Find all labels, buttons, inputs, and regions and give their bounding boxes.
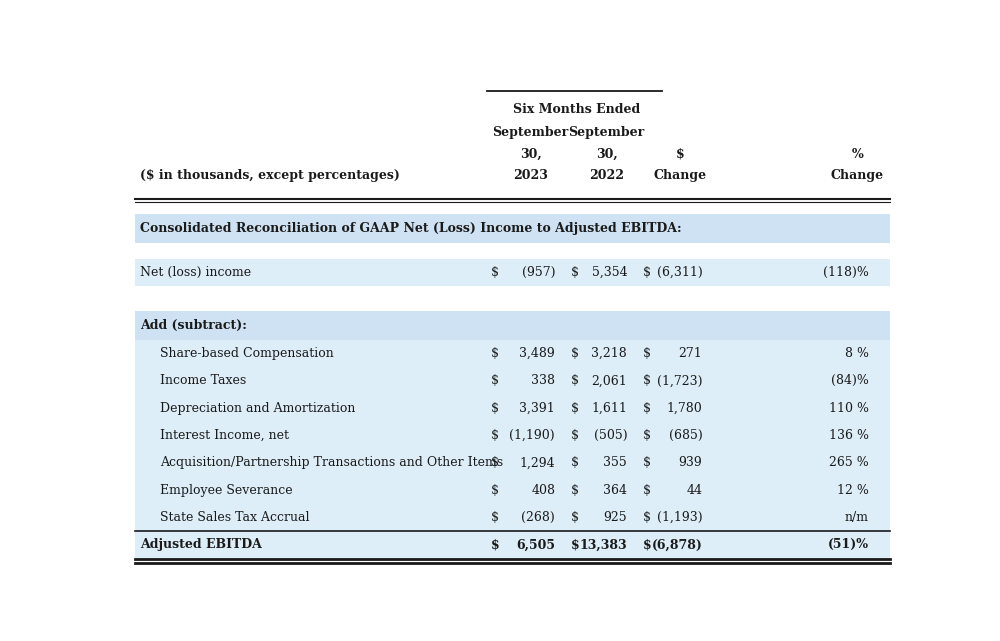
Bar	[135, 311, 890, 340]
Text: $: $	[491, 374, 499, 387]
Text: Net (loss) income: Net (loss) income	[140, 266, 252, 279]
Text: Change: Change	[831, 169, 884, 182]
Text: 3,218: 3,218	[591, 347, 627, 360]
Text: ($ in thousands, except percentages): ($ in thousands, except percentages)	[140, 169, 400, 182]
Text: $: $	[491, 456, 499, 469]
Text: $: $	[643, 402, 651, 415]
Text: %: %	[852, 148, 863, 161]
Bar	[135, 340, 890, 367]
Text: (505): (505)	[594, 429, 627, 442]
Text: $: $	[643, 347, 651, 360]
Text: $: $	[571, 538, 579, 551]
Text: Interest Income, net: Interest Income, net	[160, 429, 289, 442]
Bar	[135, 258, 890, 286]
Text: (6,311): (6,311)	[657, 266, 702, 279]
Bar	[135, 531, 890, 558]
Text: Change: Change	[654, 169, 707, 182]
Text: (1,723): (1,723)	[657, 374, 702, 387]
Text: September: September	[569, 126, 645, 139]
Text: $: $	[571, 484, 579, 497]
Text: $: $	[571, 511, 579, 524]
Text: Consolidated Reconciliation of GAAP Net (Loss) Income to Adjusted EBITDA:: Consolidated Reconciliation of GAAP Net …	[140, 222, 682, 235]
Text: $: $	[643, 538, 651, 551]
Text: $: $	[571, 374, 579, 387]
Text: 5,354: 5,354	[592, 266, 627, 279]
Text: $: $	[643, 429, 651, 442]
Text: 1,611: 1,611	[591, 402, 627, 415]
Text: 3,489: 3,489	[519, 347, 555, 360]
Text: Six Months Ended: Six Months Ended	[513, 103, 640, 116]
Text: Employee Severance: Employee Severance	[160, 484, 292, 497]
Text: n/m: n/m	[845, 511, 869, 524]
Text: $: $	[571, 266, 579, 279]
Text: 44: 44	[686, 484, 702, 497]
Text: (118)%: (118)%	[823, 266, 869, 279]
Text: 13,383: 13,383	[580, 538, 627, 551]
Text: (51)%: (51)%	[828, 538, 869, 551]
Text: Income Taxes: Income Taxes	[160, 374, 246, 387]
Text: Adjusted EBITDA: Adjusted EBITDA	[140, 538, 262, 551]
Text: Acquisition/Partnership Transactions and Other Items: Acquisition/Partnership Transactions and…	[160, 456, 503, 469]
Text: 271: 271	[679, 347, 702, 360]
Text: 1,780: 1,780	[667, 402, 702, 415]
Text: 136 %: 136 %	[829, 429, 869, 442]
Text: (1,190): (1,190)	[510, 429, 555, 442]
Text: Add (subtract):: Add (subtract):	[140, 319, 247, 332]
Text: 3,391: 3,391	[519, 402, 555, 415]
Text: $: $	[491, 429, 499, 442]
Text: $: $	[571, 347, 579, 360]
Text: Share-based Compensation: Share-based Compensation	[160, 347, 334, 360]
Text: 2,061: 2,061	[591, 374, 627, 387]
Text: $: $	[643, 456, 651, 469]
Text: 30,: 30,	[520, 148, 542, 161]
Text: 408: 408	[531, 484, 555, 497]
Text: 1,294: 1,294	[520, 456, 555, 469]
Text: (1,193): (1,193)	[657, 511, 702, 524]
Text: 925: 925	[604, 511, 627, 524]
Text: State Sales Tax Accrual: State Sales Tax Accrual	[160, 511, 309, 524]
Text: $: $	[491, 347, 499, 360]
Text: $: $	[491, 266, 499, 279]
Bar	[135, 449, 890, 476]
Text: 355: 355	[603, 456, 627, 469]
Text: $: $	[491, 484, 499, 497]
Bar	[135, 504, 890, 531]
Text: $: $	[643, 511, 651, 524]
Text: $: $	[643, 484, 651, 497]
Text: $: $	[491, 402, 499, 415]
Text: 2023: 2023	[513, 169, 548, 182]
Text: 30,: 30,	[596, 148, 618, 161]
Bar	[135, 476, 890, 504]
Text: $: $	[491, 511, 499, 524]
Text: (685): (685)	[669, 429, 702, 442]
Bar	[135, 395, 890, 422]
Text: 338: 338	[531, 374, 555, 387]
Text: (268): (268)	[521, 511, 555, 524]
Bar	[135, 214, 890, 243]
Text: (957): (957)	[522, 266, 555, 279]
Text: $: $	[676, 148, 685, 161]
Text: $: $	[643, 374, 651, 387]
Text: 6,505: 6,505	[516, 538, 555, 551]
Text: September: September	[493, 126, 569, 139]
Text: 939: 939	[679, 456, 702, 469]
Bar	[135, 422, 890, 449]
Text: (6,878): (6,878)	[652, 538, 702, 551]
Text: (84)%: (84)%	[831, 374, 869, 387]
Text: 12 %: 12 %	[837, 484, 869, 497]
Text: $: $	[571, 456, 579, 469]
Text: 364: 364	[603, 484, 627, 497]
Text: $: $	[571, 429, 579, 442]
Text: 110 %: 110 %	[829, 402, 869, 415]
Text: 2022: 2022	[589, 169, 624, 182]
Text: 265 %: 265 %	[829, 456, 869, 469]
Bar	[135, 367, 890, 395]
Text: $: $	[491, 538, 499, 551]
Text: $: $	[571, 402, 579, 415]
Text: 8 %: 8 %	[845, 347, 869, 360]
Text: Depreciation and Amortization: Depreciation and Amortization	[160, 402, 355, 415]
Text: $: $	[643, 266, 651, 279]
